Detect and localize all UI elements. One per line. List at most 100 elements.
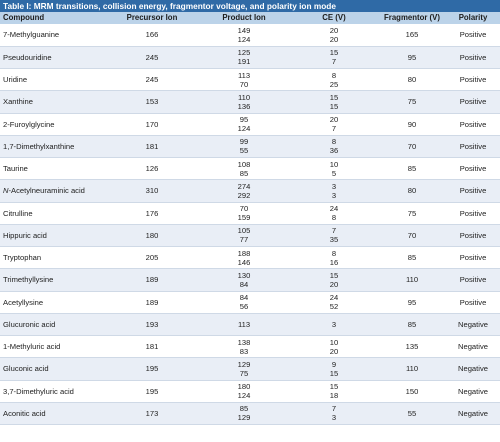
ce-value: 16 — [329, 257, 339, 267]
precursor-value: 173 — [145, 408, 159, 418]
header-product-ion: Product Ion — [222, 13, 266, 22]
compound-name: Xanthine — [3, 97, 33, 107]
polarity-value: Negative — [458, 408, 488, 418]
fragmentor-cell: 165 — [378, 24, 446, 47]
precursor-ion-cell: 170 — [106, 113, 198, 136]
precursor-ion-cell: 166 — [106, 24, 198, 47]
precursor-ion-cell: 195 — [106, 380, 198, 403]
precursor-ion-cell: 310 — [106, 179, 198, 203]
polarity-cell: Positive — [446, 246, 500, 270]
polarity-cell: Negative — [446, 357, 500, 381]
product-ion-cell: 95 124 — [198, 113, 290, 136]
ce-cell: 3 — [290, 313, 378, 337]
product-ion-cell: 274 292 — [198, 179, 290, 203]
fragmentor-value: 90 — [407, 119, 417, 129]
compound-cell: Xanthine — [0, 90, 106, 114]
product-ion-value: 159 — [237, 213, 251, 223]
table-row: Acetyllysine 189 84 56 24 52 95 Positive — [0, 291, 500, 314]
product-ion-value: 85 — [239, 168, 249, 178]
ce-value: 3 — [331, 181, 337, 191]
ce-value: 24 — [329, 204, 339, 214]
precursor-value: 245 — [145, 52, 159, 62]
polarity-value: Negative — [458, 386, 488, 396]
product-ion-value: 124 — [237, 391, 251, 401]
product-ion-value: 77 — [239, 235, 249, 245]
polarity-cell: Positive — [446, 291, 500, 314]
ce-cell: 7 35 — [290, 224, 378, 248]
product-ion-value: 70 — [239, 79, 249, 89]
polarity-cell: Positive — [446, 90, 500, 114]
ce-value: 3 — [331, 413, 337, 423]
fragmentor-value: 55 — [407, 408, 417, 418]
polarity-cell: Negative — [446, 402, 500, 426]
product-ion-value: 136 — [237, 101, 251, 111]
product-ion-cell: 113 — [198, 313, 290, 337]
product-ion-cell: 108 85 — [198, 157, 290, 181]
product-ion-value: 130 — [237, 270, 251, 280]
ce-value: 8 — [331, 137, 337, 147]
ce-value: 15 — [329, 270, 339, 280]
precursor-ion-cell: 126 — [106, 157, 198, 181]
polarity-cell: Positive — [446, 68, 500, 92]
ce-value: 25 — [329, 79, 339, 89]
compound-prefix: N — [3, 186, 9, 196]
fragmentor-cell: 80 — [378, 68, 446, 92]
product-ion-value: 138 — [237, 337, 251, 347]
ce-value: 5 — [331, 168, 337, 178]
polarity-value: Positive — [459, 75, 487, 85]
polarity-value: Positive — [459, 275, 487, 285]
fragmentor-cell: 110 — [378, 268, 446, 292]
polarity-cell: Positive — [446, 179, 500, 203]
product-ion-cell: 130 84 — [198, 268, 290, 292]
product-ion-value: 113 — [237, 70, 251, 80]
header-precursor-ion: Precursor Ion — [126, 13, 178, 22]
precursor-value: 153 — [145, 97, 159, 107]
ce-cell: 15 20 — [290, 268, 378, 292]
compound-name: 1-Methyluric acid — [3, 342, 61, 352]
product-ion-value: 84 — [239, 279, 249, 289]
product-ion-value: 180 — [237, 382, 251, 392]
fragmentor-cell: 135 — [378, 335, 446, 359]
product-ion-value: 75 — [239, 368, 249, 378]
ce-cell: 9 15 — [290, 357, 378, 381]
compound-name: Trimethyllysine — [3, 275, 54, 285]
ce-value: 36 — [329, 146, 339, 156]
table-body: 7-Methylguanine 166 149 124 20 20 165 Positive P… — [0, 24, 500, 426]
table-row: N-Acetylneuraminic acid 310 274 292 3 3 80 Posi… — [0, 179, 500, 203]
ce-value: 15 — [329, 92, 339, 102]
ce-value: 9 — [331, 359, 337, 369]
polarity-value: Positive — [459, 297, 487, 307]
precursor-ion-cell: 153 — [106, 90, 198, 114]
product-ion-cell: 113 70 — [198, 68, 290, 92]
ce-value: 8 — [331, 248, 337, 258]
ce-cell: 15 18 — [290, 380, 378, 403]
ce-value: 20 — [329, 346, 339, 356]
polarity-value: Positive — [459, 208, 487, 218]
table-row: 1-Methyluric acid 181 138 83 10 20 135 Negative — [0, 335, 500, 359]
compound-cell: Citrulline — [0, 202, 106, 225]
compound-cell: Pseudouridine — [0, 46, 106, 70]
compound-name: Pseudouridine — [3, 52, 52, 62]
precursor-ion-cell: 176 — [106, 202, 198, 225]
precursor-ion-cell: 180 — [106, 224, 198, 248]
fragmentor-value: 80 — [407, 186, 417, 196]
polarity-value: Positive — [459, 52, 487, 62]
polarity-cell: Positive — [446, 268, 500, 292]
fragmentor-value: 110 — [405, 275, 419, 285]
table-row: Aconitic acid 173 85 129 7 3 55 Negative — [0, 402, 500, 426]
product-ion-value: 292 — [237, 190, 251, 200]
fragmentor-cell: 75 — [378, 202, 446, 225]
polarity-value: Positive — [459, 97, 487, 107]
compound-name: 2-Furoylglycine — [3, 119, 55, 129]
ce-value: 10 — [329, 159, 339, 169]
fragmentor-cell: 150 — [378, 380, 446, 403]
table-header: Compound Precursor Ion Product Ion CE (V… — [0, 12, 500, 24]
product-ion-cell: 188 146 — [198, 246, 290, 270]
fragmentor-value: 75 — [407, 97, 417, 107]
compound-cell: 1,7-Dimethylxanthine — [0, 135, 106, 159]
precursor-value: 245 — [145, 75, 159, 85]
product-ion-value: 129 — [237, 413, 251, 423]
table-row: Trimethyllysine 189 130 84 15 20 110 Positive — [0, 268, 500, 292]
precursor-value: 180 — [145, 230, 159, 240]
